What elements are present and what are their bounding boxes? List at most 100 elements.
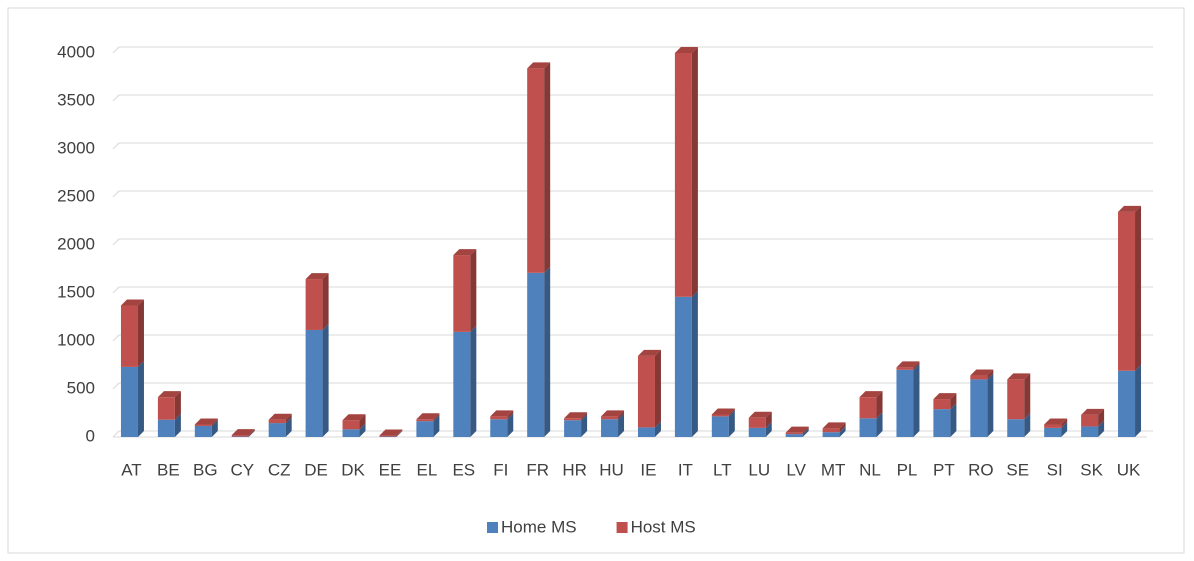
grid-line	[112, 94, 1153, 102]
bar-side	[802, 426, 809, 435]
x-tick-label: EE	[379, 460, 402, 479]
bar-segment	[194, 425, 212, 437]
bar-segment	[970, 379, 988, 437]
grid-line	[112, 238, 1153, 246]
bar-segment	[822, 428, 840, 433]
bar-side	[581, 412, 588, 421]
y-tick-label: 2500	[57, 186, 95, 205]
y-tick-label: 3000	[57, 138, 95, 157]
y-tick-label: 500	[67, 378, 95, 397]
chart-frame	[7, 7, 1185, 554]
bar-segment	[637, 355, 655, 428]
x-tick-label: FR	[526, 460, 549, 479]
bar-segment	[933, 409, 951, 437]
x-tick-label: LT	[713, 460, 732, 479]
bar-top	[268, 413, 292, 420]
x-tick-label: PL	[897, 460, 918, 479]
bar-top	[785, 426, 809, 433]
bar-top	[822, 422, 846, 429]
bar-top	[970, 369, 994, 376]
bar-top	[120, 299, 144, 306]
bar-side	[433, 415, 440, 437]
bar-segment	[157, 397, 175, 420]
bar-side	[618, 410, 625, 420]
bar-side	[654, 421, 661, 437]
bar-side	[691, 290, 698, 437]
x-tick-label: DE	[304, 460, 328, 479]
bar-side	[913, 361, 920, 370]
bar-segment	[157, 419, 175, 437]
bar-segment	[711, 416, 729, 437]
bar-top	[490, 410, 514, 417]
bar-segment	[1044, 424, 1062, 428]
bar-side	[876, 391, 883, 419]
bar-side	[950, 403, 957, 437]
bar-segment	[785, 434, 803, 437]
bar-top	[416, 413, 440, 420]
x-tick-label: CZ	[268, 460, 291, 479]
bar-side	[654, 349, 661, 428]
bar-side	[248, 430, 255, 437]
bar-segment	[268, 423, 286, 437]
bar-top	[601, 410, 625, 417]
bar-side	[285, 413, 292, 424]
y-tick-label: 2000	[57, 234, 95, 253]
bar-side	[137, 299, 144, 367]
bar-top	[748, 411, 772, 418]
bar-segment	[896, 369, 914, 437]
x-tick-label: NL	[859, 460, 881, 479]
bar-segment	[748, 417, 766, 428]
bar-segment	[231, 435, 249, 437]
bar-top	[342, 414, 366, 421]
x-tick-label: LV	[786, 460, 806, 479]
bar-segment	[1081, 426, 1099, 437]
bar-side	[470, 325, 477, 437]
bar-top	[711, 408, 735, 415]
y-tick-label: 1000	[57, 330, 95, 349]
bar-segment	[416, 419, 434, 422]
bar-side	[211, 418, 218, 426]
bar-side	[507, 410, 514, 420]
bar-side	[1061, 421, 1068, 437]
bar-side	[396, 430, 403, 437]
bar-top	[1007, 373, 1031, 380]
bar-side	[359, 423, 366, 437]
bar-top	[305, 273, 329, 280]
bar-segment	[120, 366, 138, 437]
bar-side	[839, 426, 846, 437]
bar-segment	[933, 399, 951, 410]
bar-side	[839, 422, 846, 433]
x-tick-label: MT	[821, 460, 846, 479]
x-tick-label: RO	[968, 460, 994, 479]
x-tick-label: FI	[493, 460, 508, 479]
bar-top	[564, 412, 588, 419]
x-tick-label: DK	[341, 460, 365, 479]
bar-segment	[1044, 427, 1062, 437]
x-tick-label: EL	[416, 460, 437, 479]
grid-line	[112, 190, 1153, 198]
x-tick-label: LU	[748, 460, 770, 479]
bar-segment	[490, 416, 508, 420]
bar-top	[157, 391, 181, 398]
bar-top	[453, 249, 477, 256]
bar-segment	[748, 427, 766, 437]
bar-segment	[601, 416, 619, 420]
bar-side	[581, 414, 588, 437]
x-tick-label: BE	[157, 460, 180, 479]
bar-segment	[305, 279, 323, 330]
bar-top	[859, 391, 883, 398]
bar-segment	[674, 53, 692, 297]
bar-segment	[1081, 414, 1099, 427]
bar-side	[728, 410, 735, 437]
bar-side	[1024, 413, 1031, 437]
y-tick-label: 3500	[57, 90, 95, 109]
bar-top	[527, 62, 551, 69]
bar-side	[1135, 205, 1142, 371]
grid-line	[112, 142, 1153, 150]
bar-side	[174, 391, 181, 420]
bar-top	[1044, 418, 1068, 425]
x-tick-label: IE	[640, 460, 656, 479]
x-tick-label: SI	[1047, 460, 1063, 479]
bar-side	[987, 373, 994, 437]
